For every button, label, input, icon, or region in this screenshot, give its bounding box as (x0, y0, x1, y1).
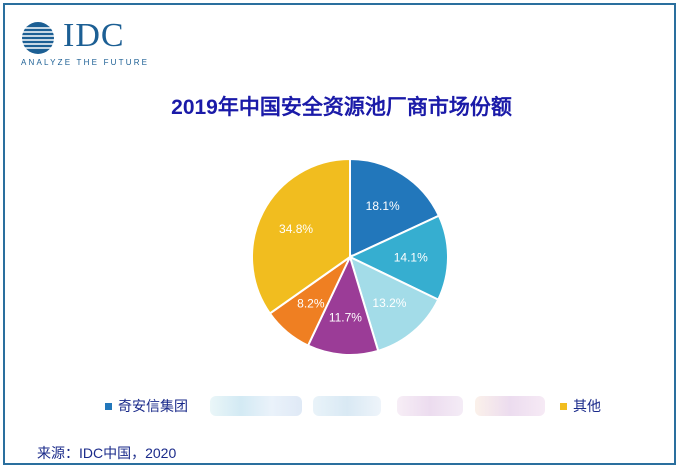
legend-swatch (105, 402, 112, 410)
logo-tagline: ANALYZE THE FUTURE (21, 58, 150, 67)
slice-label-5: 34.8% (279, 222, 313, 236)
legend-label: 奇安信集团 (118, 398, 188, 414)
globe-icon (21, 22, 55, 54)
slice-label-3: 11.7% (329, 311, 362, 325)
legend-label: 其他 (573, 398, 601, 414)
source-note: 来源：IDC中国，2020 (37, 445, 177, 461)
idc-logo: IDC ANALYZE THE FUTURE (21, 17, 161, 71)
legend-item-qianxin: 奇安信集团 (105, 396, 188, 416)
pie-slice-3 (306, 254, 380, 356)
chart-title: 2019年中国安全资源池厂商市场份额 (171, 96, 512, 119)
slice-label-4: 8.2% (297, 296, 325, 310)
obscured-legend-1 (210, 396, 302, 416)
legend-swatch (560, 402, 567, 410)
obscured-legend-2 (313, 396, 381, 416)
slice-label-0: 18.1% (366, 199, 400, 213)
slice-label-2: 13.2% (372, 296, 406, 310)
pie-slice-1 (347, 214, 449, 301)
slice-label-1: 14.1% (394, 250, 428, 264)
pie-chart: 18.1% 14.1% 13.2% 11.7% 8.2% 34.8% (251, 157, 449, 356)
obscured-legend-4 (475, 396, 545, 416)
pie-slice-5 (251, 157, 351, 315)
chart-frame: IDC ANALYZE THE FUTURE 2019年中国安全资源池厂商市场份… (3, 3, 676, 465)
logo-wordmark: IDC (63, 17, 125, 54)
legend: 奇安信集团 其他 (105, 396, 625, 420)
legend-item-other: 其他 (560, 396, 601, 416)
obscured-legend-3 (397, 396, 463, 416)
pie-slice-0 (349, 157, 441, 259)
